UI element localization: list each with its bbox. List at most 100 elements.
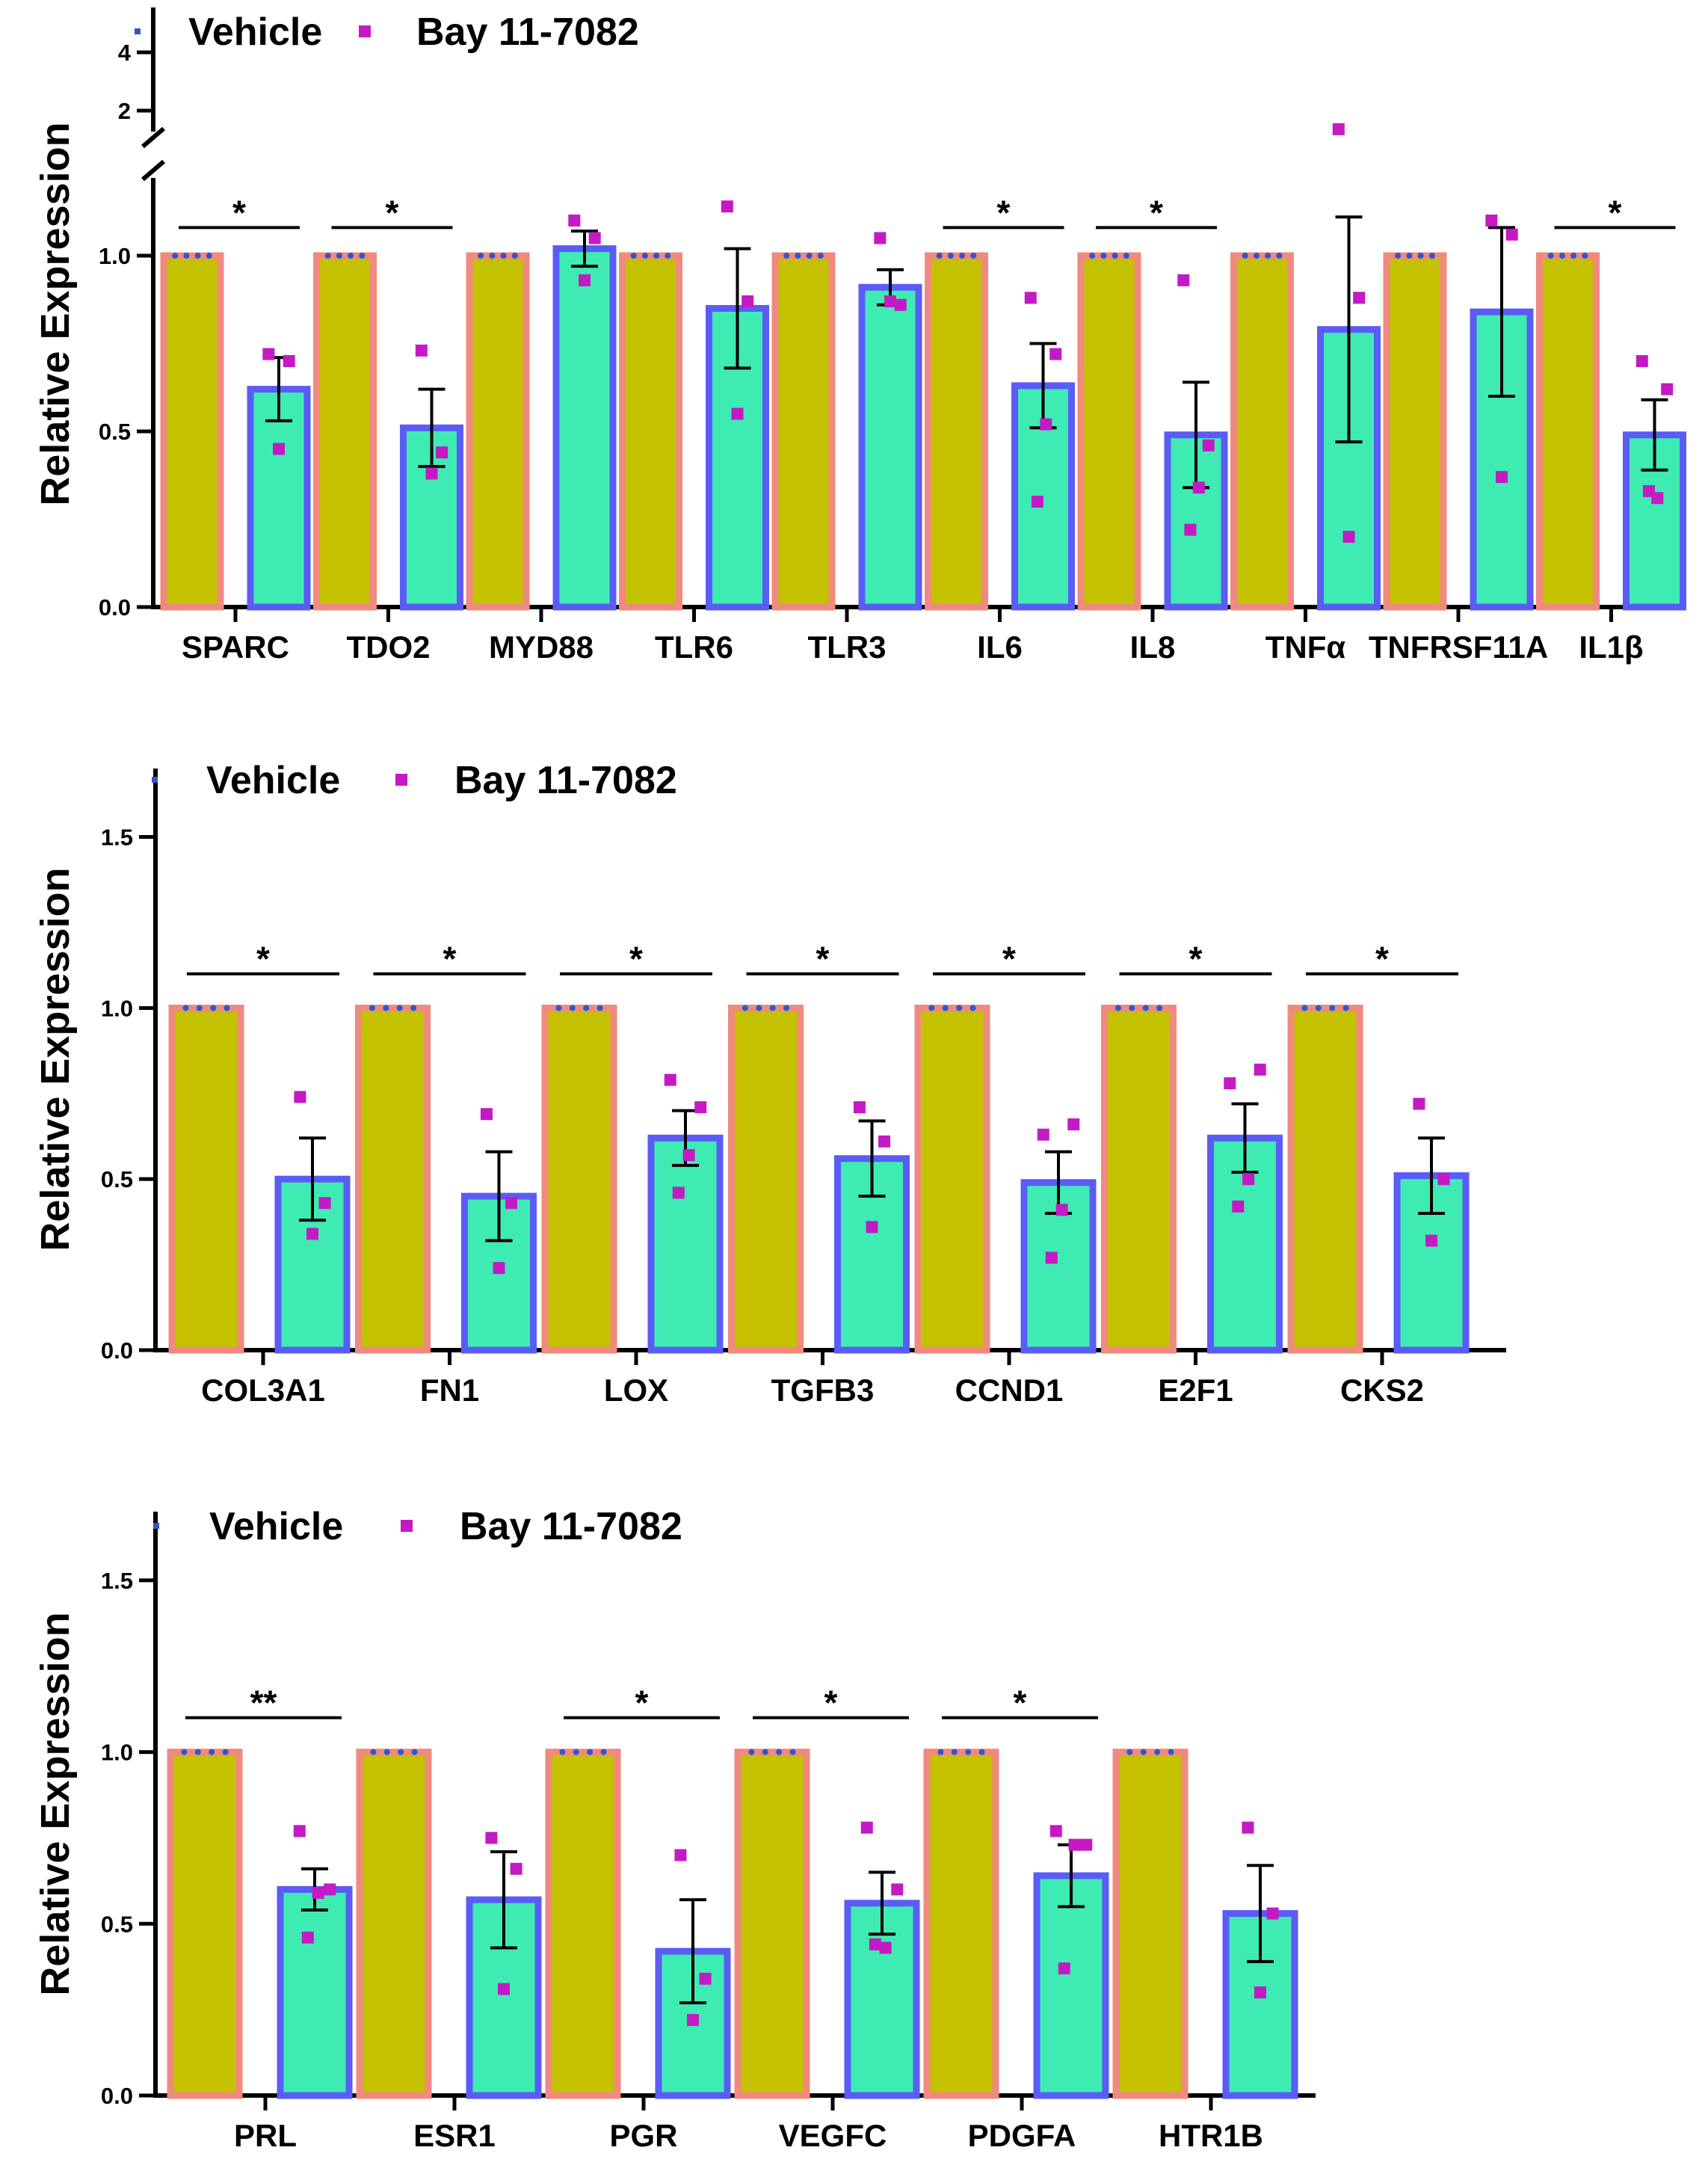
y-tick-label-upper: 2 [118, 98, 131, 124]
point-vehicle [324, 253, 331, 259]
point-treatment [853, 1101, 866, 1114]
point-vehicle [776, 1749, 783, 1755]
point-vehicle [396, 1005, 403, 1011]
point-treatment [1058, 1962, 1070, 1975]
point-treatment [425, 467, 438, 480]
point-vehicle [369, 1005, 375, 1011]
x-tick-label: TDO2 [346, 629, 430, 665]
point-vehicle [806, 253, 813, 259]
legend-treatment-marker [401, 1520, 413, 1532]
point-vehicle [596, 1005, 603, 1011]
point-vehicle [398, 1749, 404, 1755]
point-treatment [1437, 1173, 1450, 1186]
point-vehicle [1112, 253, 1118, 259]
point-vehicle [478, 253, 484, 259]
legend-label-vehicle: Vehicle [188, 10, 322, 54]
point-vehicle [1100, 253, 1107, 259]
point-vehicle [336, 253, 342, 259]
point-vehicle [1140, 1749, 1147, 1755]
point-treatment [731, 407, 744, 420]
point-treatment [874, 232, 887, 244]
point-treatment [1080, 1838, 1093, 1851]
point-vehicle [1301, 1005, 1308, 1011]
point-vehicle [969, 1005, 976, 1011]
bar-vehicle [1077, 252, 1141, 611]
point-treatment [894, 298, 907, 311]
point-treatment [510, 1862, 522, 1875]
point-vehicle [1570, 253, 1577, 259]
bar-vehicle [619, 252, 682, 611]
point-vehicle [789, 1749, 796, 1755]
point-vehicle [1168, 1749, 1174, 1755]
x-tick-label: E2F1 [1158, 1373, 1233, 1408]
x-tick-label: TNFα [1265, 629, 1346, 665]
point-treatment [1055, 1204, 1068, 1216]
x-tick-label: PGR [609, 2118, 677, 2153]
point-vehicle [206, 253, 212, 259]
significance-marker: * [1609, 193, 1622, 232]
point-vehicle [559, 1749, 566, 1755]
point-vehicle [978, 1749, 985, 1755]
point-treatment [579, 274, 591, 286]
point-treatment [493, 1262, 505, 1275]
x-tick-label: SPARC [182, 629, 289, 665]
y-tick-label: 0.5 [101, 1166, 133, 1192]
point-vehicle [1265, 253, 1271, 259]
legend-label-treatment: Bay 11-7082 [416, 10, 639, 54]
bar-vehicle [1101, 1004, 1177, 1354]
point-treatment [293, 1825, 306, 1838]
point-treatment [436, 446, 448, 459]
point-treatment [1413, 1097, 1425, 1110]
point-treatment [664, 1074, 676, 1086]
point-treatment [1202, 439, 1215, 452]
point-vehicle [209, 1749, 215, 1755]
point-treatment [1353, 292, 1366, 304]
point-vehicle [1126, 1749, 1133, 1755]
x-tick-label: IL8 [1130, 629, 1176, 665]
point-treatment [1266, 1907, 1279, 1920]
point-vehicle [936, 253, 943, 259]
point-vehicle [748, 1749, 755, 1755]
point-vehicle [1406, 253, 1413, 259]
significance-marker: ** [250, 1684, 277, 1722]
y-axis-title: Relative Expression [33, 867, 78, 1251]
point-treatment [1242, 1821, 1254, 1834]
point-vehicle [1089, 253, 1096, 259]
bar-vehicle [734, 1749, 810, 2099]
point-treatment [1024, 292, 1037, 304]
y-tick-label: 0.0 [99, 594, 131, 621]
point-vehicle [769, 1005, 776, 1011]
point-treatment [1192, 481, 1205, 494]
significance-marker: * [1150, 193, 1163, 232]
point-treatment [505, 1197, 518, 1210]
y-tick-label: 1.0 [101, 1740, 133, 1766]
axis-break-mark [141, 159, 165, 182]
legend-treatment-marker [395, 774, 407, 786]
significance-marker: * [816, 940, 830, 979]
bar-vehicle [168, 1004, 244, 1354]
point-vehicle [410, 1005, 417, 1011]
point-vehicle [1142, 1005, 1149, 1011]
point-vehicle [583, 1005, 590, 1011]
point-vehicle [1559, 253, 1565, 259]
point-treatment [588, 232, 601, 244]
point-treatment [312, 1886, 324, 1899]
point-treatment [1031, 496, 1043, 508]
point-vehicle [1547, 253, 1554, 259]
point-treatment [891, 1883, 904, 1896]
point-vehicle [196, 1005, 203, 1011]
bar-vehicle [1536, 252, 1600, 611]
point-treatment [1642, 484, 1655, 497]
x-tick-label: VEGFC [779, 2118, 887, 2153]
bar-treatment [858, 283, 922, 611]
point-treatment [884, 295, 896, 308]
chart-panel-3: Relative Expression 0.0 0.5 1.0 1.5 Vehicle Ba… [33, 1505, 1316, 2153]
point-vehicle [1395, 253, 1402, 259]
bar-vehicle [160, 252, 224, 611]
bar-vehicle [1383, 252, 1447, 611]
y-tick-label: 1.5 [101, 825, 133, 851]
point-treatment [1332, 123, 1345, 135]
y-tick-label: 1.0 [101, 995, 133, 1021]
point-treatment [1177, 274, 1190, 286]
x-tick-label: HTR1B [1159, 2118, 1263, 2153]
